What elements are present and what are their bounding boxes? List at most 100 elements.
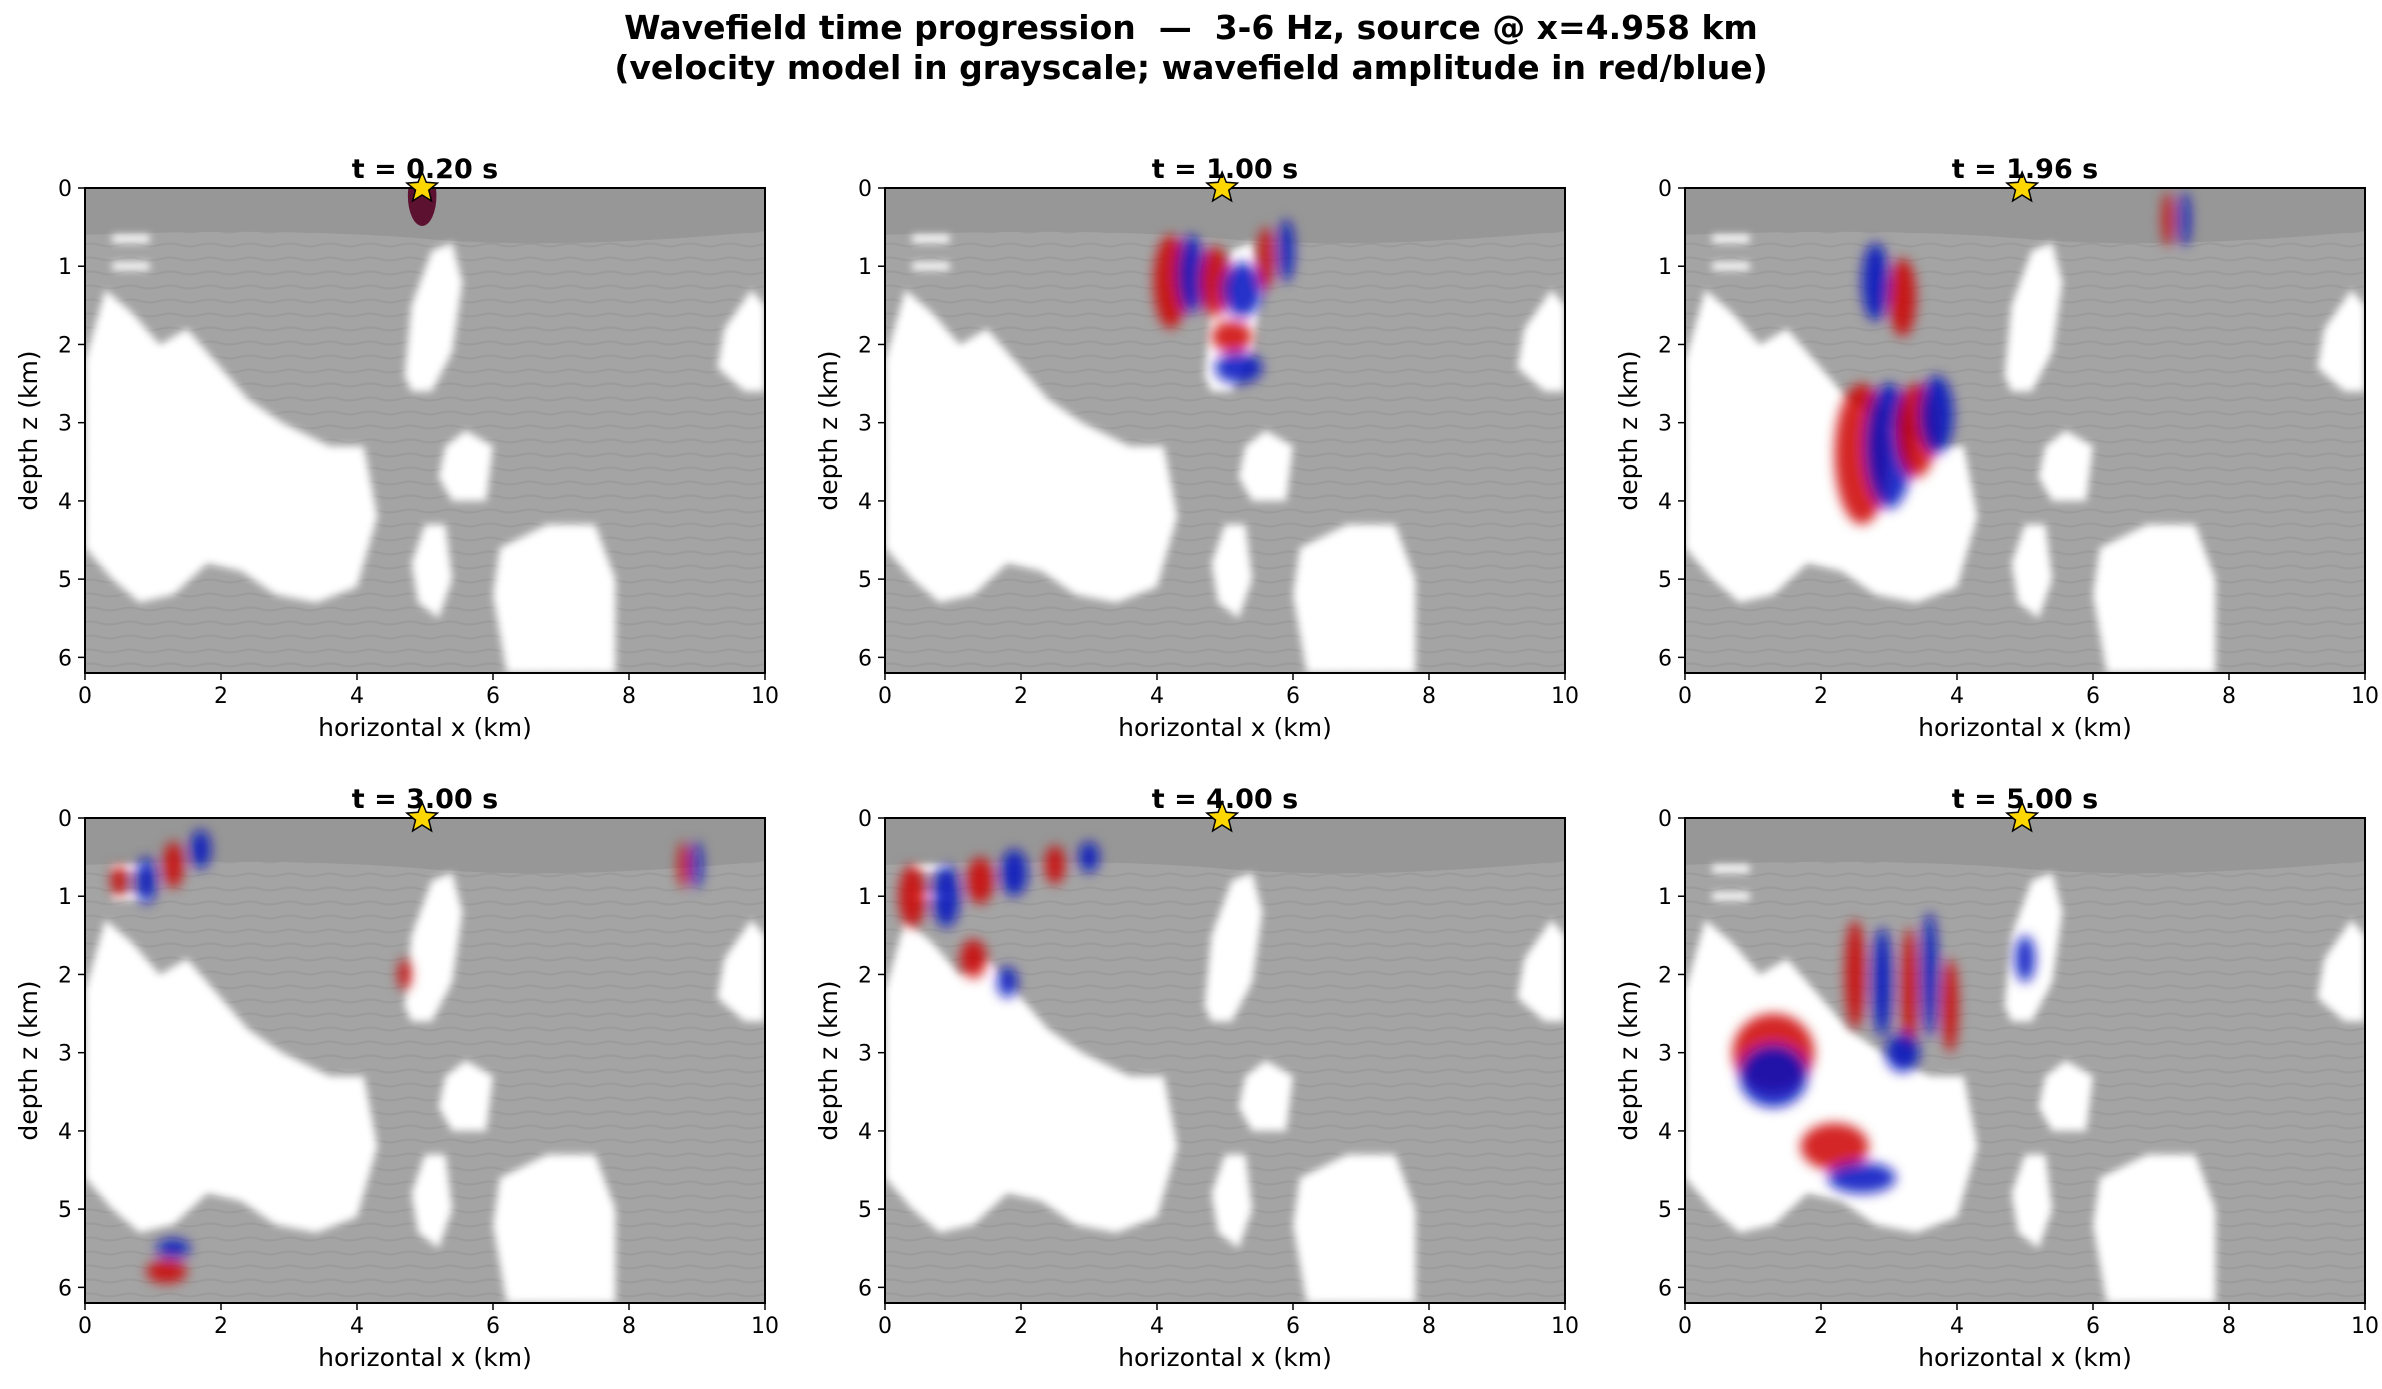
- salt-body: [112, 262, 150, 271]
- salt-bodies: [1685, 864, 2365, 1303]
- wavefield-negative: [691, 841, 703, 889]
- salt-body: [2093, 524, 2216, 673]
- wavefield-positive: [966, 857, 994, 905]
- salt-bodies: [85, 864, 765, 1303]
- source-star-icon: [404, 799, 440, 833]
- x-tick-label: 8: [622, 684, 636, 709]
- wavefield-negative: [1827, 1162, 1896, 1194]
- wavefield-positive: [110, 864, 128, 897]
- wavefield-negative: [1739, 1044, 1808, 1108]
- y-tick-label: 2: [1658, 963, 1672, 988]
- x-tick-label: 6: [2086, 1314, 2100, 1339]
- salt-body: [1293, 1154, 1416, 1303]
- wavefield-negative: [1177, 234, 1205, 314]
- wavefield: [898, 841, 1100, 998]
- wavefield-positive: [1901, 927, 1918, 1053]
- salt-body: [493, 1154, 616, 1303]
- water-layer: [885, 188, 1565, 244]
- salt-body: [85, 289, 378, 603]
- x-tick-label: 6: [486, 684, 500, 709]
- wavefield-positive: [1942, 958, 1959, 1053]
- y-tick-label: 1: [1658, 255, 1672, 280]
- water-layer: [85, 818, 765, 874]
- x-tick-label: 2: [214, 1314, 228, 1339]
- salt-body: [885, 289, 1178, 603]
- wavefield-positive: [146, 1259, 188, 1284]
- y-tick-label: 3: [58, 412, 72, 437]
- y-tick-label: 6: [858, 646, 872, 671]
- panel-title: t = 0.20 s: [352, 154, 498, 185]
- x-tick-label: 8: [1422, 684, 1436, 709]
- salt-body: [112, 234, 150, 243]
- panel-4: 0 2 4 6 8 10 0 1 2 3 4 5 6 t = 3.00 s horizontal x (km…: [14, 784, 779, 1372]
- salt-body: [912, 262, 950, 271]
- salt-body: [2011, 1154, 2053, 1249]
- x-tick-label: 8: [2222, 684, 2236, 709]
- water-layer: [1685, 818, 2365, 874]
- wavefield-negative: [156, 1238, 191, 1258]
- x-tick-label: 0: [1678, 684, 1692, 709]
- y-tick-label: 3: [858, 412, 872, 437]
- x-tick-label: 6: [2086, 684, 2100, 709]
- x-tick-label: 2: [214, 684, 228, 709]
- salt-body: [1211, 524, 1253, 619]
- wavefield-negative: [1885, 1033, 1920, 1073]
- y-tick-label: 2: [58, 333, 72, 358]
- salt-body: [2093, 1154, 2216, 1303]
- wavefield-negative: [1000, 849, 1028, 897]
- salt-body: [1712, 864, 1750, 873]
- x-tick-label: 4: [1950, 1314, 1964, 1339]
- y-tick-label: 2: [58, 963, 72, 988]
- x-axis-label: horizontal x (km): [318, 1343, 532, 1372]
- plot-area: [85, 188, 765, 673]
- salt-body: [1238, 430, 1293, 501]
- source-star-icon: [2004, 799, 2040, 833]
- x-tick-label: 0: [78, 1314, 92, 1339]
- x-axis-label: horizontal x (km): [1118, 1343, 1332, 1372]
- x-tick-label: 2: [1814, 684, 1828, 709]
- y-tick-label: 1: [858, 885, 872, 910]
- salt-body: [1685, 919, 1978, 1233]
- salt-body: [85, 919, 378, 1233]
- wavefield-negative: [1921, 911, 1938, 1038]
- x-tick-label: 0: [878, 684, 892, 709]
- wavefield-negative: [1872, 927, 1893, 1038]
- x-tick-label: 4: [350, 684, 364, 709]
- salt-body: [1712, 234, 1750, 243]
- plot-area: [1685, 188, 2365, 673]
- y-tick-label: 0: [858, 177, 872, 202]
- y-tick-label: 4: [858, 490, 872, 515]
- salt-bodies: [85, 234, 765, 673]
- x-tick-label: 6: [1286, 684, 1300, 709]
- wavefield: [1834, 191, 2191, 525]
- wavefield-positive: [1199, 246, 1230, 318]
- salt-body: [404, 872, 463, 1022]
- plot-area: [885, 818, 1565, 1303]
- y-tick-label: 3: [58, 1042, 72, 1067]
- plot-area: [885, 188, 1565, 673]
- x-tick-label: 2: [1814, 1314, 1828, 1339]
- y-axis-label: depth z (km): [14, 980, 43, 1140]
- source-star-icon: [2004, 169, 2040, 203]
- x-tick-label: 10: [2351, 1314, 2379, 1339]
- y-axis-label: depth z (km): [14, 350, 43, 510]
- salt-bodies: [1685, 234, 2365, 673]
- salt-body: [1293, 524, 1416, 673]
- x-tick-label: 0: [878, 1314, 892, 1339]
- y-tick-label: 3: [858, 1042, 872, 1067]
- y-axis-label: depth z (km): [1614, 980, 1643, 1140]
- panel-title: t = 1.00 s: [1152, 154, 1298, 185]
- wavefield-positive: [1889, 258, 1917, 337]
- salt-body: [2011, 524, 2053, 619]
- salt-body: [1685, 289, 1978, 603]
- x-tick-label: 6: [486, 1314, 500, 1339]
- x-tick-label: 4: [350, 1314, 364, 1339]
- wavefield-negative: [1919, 375, 1954, 454]
- source-star-icon: [1204, 799, 1240, 833]
- y-tick-label: 0: [58, 177, 72, 202]
- y-axis-label: depth z (km): [1614, 350, 1643, 510]
- y-tick-label: 2: [1658, 333, 1672, 358]
- y-tick-label: 0: [858, 807, 872, 832]
- y-tick-label: 5: [58, 568, 72, 593]
- figure-title-line2: (velocity model in grayscale; wavefield …: [614, 48, 1768, 87]
